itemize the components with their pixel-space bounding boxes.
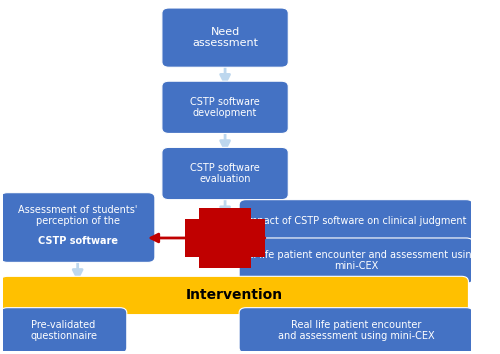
FancyBboxPatch shape xyxy=(162,147,288,200)
FancyBboxPatch shape xyxy=(200,209,251,268)
Text: Intervention: Intervention xyxy=(186,289,283,302)
Text: Real life patient encounter
and assessment using mini-CEX: Real life patient encounter and assessme… xyxy=(278,320,434,341)
FancyBboxPatch shape xyxy=(162,8,288,67)
FancyBboxPatch shape xyxy=(0,193,155,262)
FancyBboxPatch shape xyxy=(162,81,288,133)
Text: Assessment of students'
perception of the: Assessment of students' perception of th… xyxy=(18,205,138,226)
Text: CSTP software
evaluation: CSTP software evaluation xyxy=(190,163,260,184)
FancyBboxPatch shape xyxy=(239,238,473,283)
Text: Impact of CSTP software on clinical judgment: Impact of CSTP software on clinical judg… xyxy=(246,216,467,225)
FancyBboxPatch shape xyxy=(239,308,473,353)
Text: Real life patient encounter and assessment using
mini-CEX: Real life patient encounter and assessme… xyxy=(234,250,478,272)
Text: Pre-validated
questionnaire: Pre-validated questionnaire xyxy=(30,320,97,341)
FancyBboxPatch shape xyxy=(0,276,468,315)
Text: CSTP software: CSTP software xyxy=(38,236,117,246)
Text: CSTP software
development: CSTP software development xyxy=(190,97,260,118)
FancyBboxPatch shape xyxy=(0,308,127,353)
Text: Need
assessment: Need assessment xyxy=(192,27,258,48)
FancyBboxPatch shape xyxy=(186,219,265,257)
FancyBboxPatch shape xyxy=(239,200,473,241)
